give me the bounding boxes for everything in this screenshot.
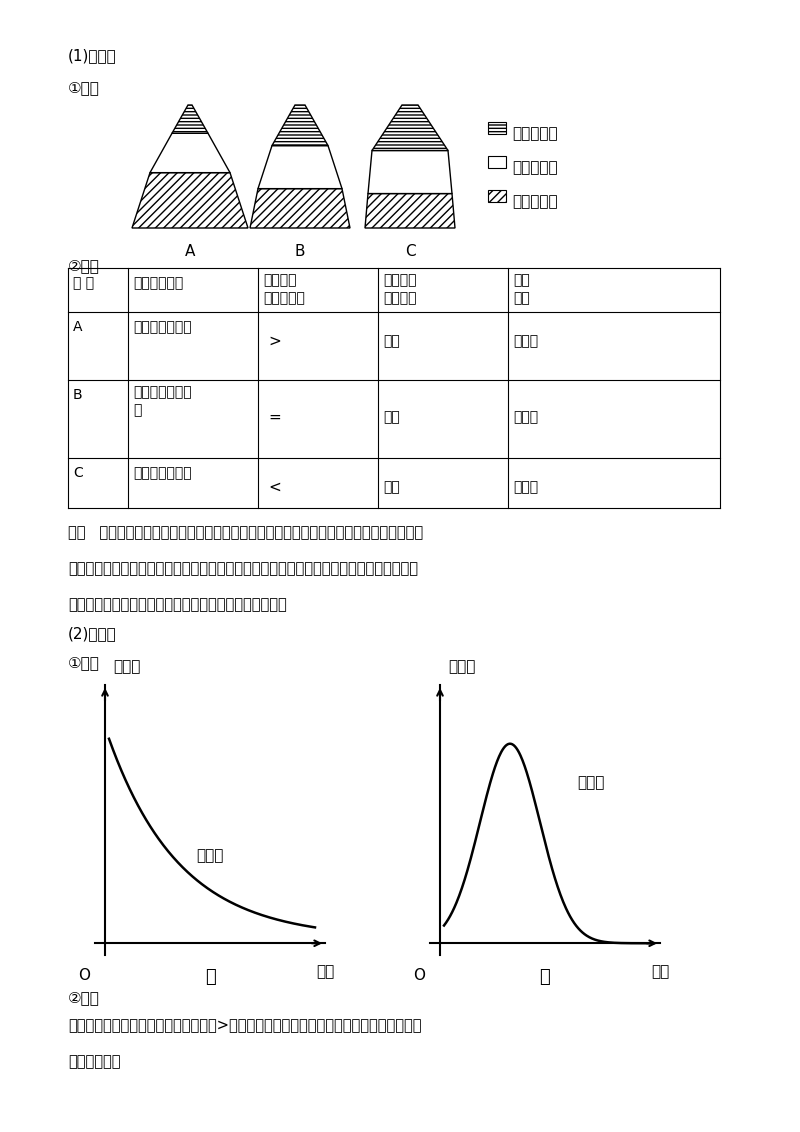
Text: 应为衰退型。: 应为衰退型。	[68, 1054, 121, 1069]
Text: 年龄: 年龄	[316, 964, 334, 979]
Text: 衰退型: 衰退型	[513, 480, 538, 494]
Text: (1)模式图: (1)模式图	[68, 48, 117, 63]
Text: 种群数量: 种群数量	[383, 273, 417, 288]
Text: <: <	[268, 480, 281, 495]
Text: =: =	[268, 410, 281, 424]
Polygon shape	[258, 146, 342, 189]
Text: 老年个体数: 老年个体数	[512, 127, 558, 142]
Polygon shape	[365, 194, 455, 228]
Polygon shape	[372, 105, 448, 151]
Text: 甲: 甲	[205, 968, 215, 986]
Text: 波动: 波动	[383, 410, 400, 424]
Text: 变化趋势: 变化趋势	[383, 291, 417, 305]
Text: 乙: 乙	[540, 968, 550, 986]
Text: 剧减少。此外，种群数量还与迁入率、迁出率直接相关。: 剧减少。此外，种群数量还与迁入率、迁出率直接相关。	[68, 597, 286, 612]
Text: O: O	[78, 969, 90, 984]
Text: 增加: 增加	[383, 334, 400, 348]
Polygon shape	[368, 151, 452, 194]
Text: 决于年龄组成，还与气候、食物、天敌等有关，譬如遇到剧烈的气候变化，可使种群数量急: 决于年龄组成，还与气候、食物、天敌等有关，譬如遇到剧烈的气候变化，可使种群数量急	[68, 561, 418, 576]
Text: ②析图: ②析图	[68, 990, 100, 1005]
Text: 幼年个体数: 幼年个体数	[512, 195, 558, 209]
Text: 死亡率情况: 死亡率情况	[263, 291, 305, 305]
Text: 稳定型: 稳定型	[513, 410, 538, 424]
Text: 个体数: 个体数	[448, 660, 476, 675]
Text: A: A	[185, 245, 195, 259]
Text: C: C	[405, 245, 415, 259]
Polygon shape	[132, 173, 248, 228]
Text: 图甲幼年个体多，老年个体少，出生率>死亡率，种群数量增加，属增长型；而图乙相反，: 图甲幼年个体多，老年个体少，出生率>死亡率，种群数量增加，属增长型；而图乙相反，	[68, 1018, 422, 1034]
Text: 增长型: 增长型	[513, 334, 538, 348]
Text: 所属: 所属	[513, 273, 530, 288]
Text: 幼年多，老年少: 幼年多，老年少	[133, 320, 192, 334]
Text: >: >	[268, 334, 281, 349]
Text: 提醒   年龄组成为稳定型的种群，种群数量不一定保持稳定。因为出生率和死亡率不完全取: 提醒 年龄组成为稳定型的种群，种群数量不一定保持稳定。因为出生率和死亡率不完全取	[68, 525, 423, 540]
Text: 出生率和: 出生率和	[263, 273, 297, 288]
Text: ①图解: ①图解	[68, 655, 100, 670]
Text: 种群２: 种群２	[578, 775, 605, 790]
FancyBboxPatch shape	[488, 156, 506, 168]
Text: O: O	[414, 969, 426, 984]
Text: 降低: 降低	[383, 480, 400, 494]
Text: ①图解: ①图解	[68, 80, 100, 95]
Polygon shape	[272, 105, 328, 146]
Polygon shape	[250, 189, 350, 228]
Text: 成年个体数: 成年个体数	[512, 161, 558, 175]
Text: 幼年少，老年多: 幼年少，老年多	[133, 466, 192, 480]
FancyBboxPatch shape	[488, 190, 506, 201]
FancyBboxPatch shape	[488, 122, 506, 134]
Text: 中: 中	[133, 403, 142, 417]
Text: 各年龄期比例适: 各年龄期比例适	[133, 385, 192, 398]
Polygon shape	[150, 134, 230, 173]
Text: B: B	[73, 388, 82, 402]
Text: B: B	[294, 245, 306, 259]
Text: ②析图: ②析图	[68, 258, 100, 273]
Text: (2)曲线图: (2)曲线图	[68, 626, 117, 641]
Text: 类型: 类型	[513, 291, 530, 305]
Text: 种群１: 种群１	[196, 849, 224, 864]
Text: A: A	[73, 320, 82, 334]
Text: C: C	[73, 466, 82, 480]
Text: 个体数: 个体数	[114, 660, 141, 675]
Text: 年龄组成情况: 年龄组成情况	[133, 276, 183, 290]
Polygon shape	[172, 105, 208, 134]
Text: 种 群: 种 群	[73, 276, 94, 290]
Text: 年龄: 年龄	[651, 964, 669, 979]
